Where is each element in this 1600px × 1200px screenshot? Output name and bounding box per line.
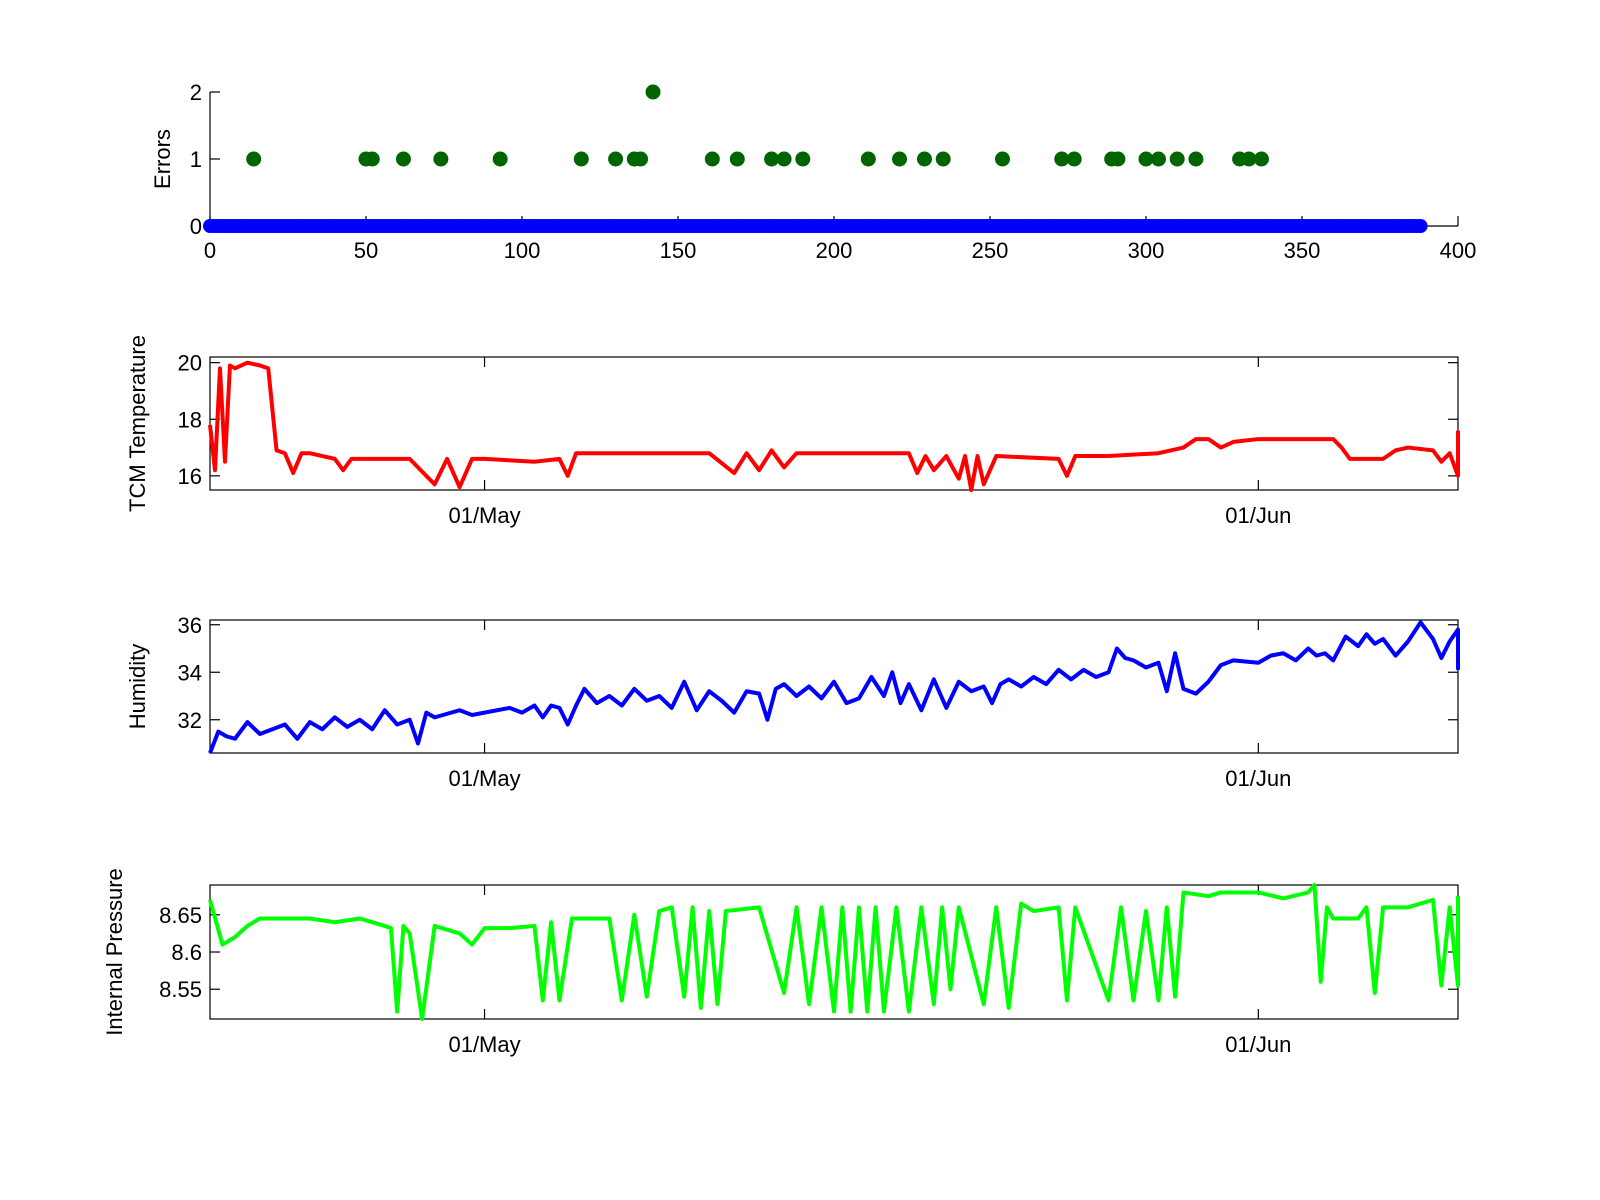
scatter-point [1253, 151, 1269, 167]
x-tick-label: 01/May [448, 503, 520, 528]
y-axis-title: Humidity [125, 644, 150, 730]
y-tick-label: 1 [190, 147, 202, 172]
scatter-point [1138, 151, 1154, 167]
scatter-point [729, 151, 745, 167]
scatter-point [573, 151, 589, 167]
y-axis-title: TCM Temperature [125, 335, 150, 512]
x-tick-label: 50 [354, 238, 378, 263]
scatter-point [395, 151, 411, 167]
scatter-point [860, 151, 876, 167]
scatter-series-1 [203, 219, 1428, 233]
y-tick-label: 8.55 [159, 977, 202, 1002]
y-tick-label: 2 [190, 80, 202, 105]
axes-box [209, 619, 1459, 754]
scatter-point [892, 151, 908, 167]
y-tick-label: 0 [190, 214, 202, 239]
scatter-point [1054, 151, 1070, 167]
y-tick-label: 20 [178, 351, 202, 376]
scatter-point [433, 151, 449, 167]
x-tick-label: 01/Jun [1225, 766, 1291, 791]
y-axis-title: Errors [150, 129, 175, 189]
scatter-point [994, 151, 1010, 167]
scatter-series-2 [246, 84, 1269, 167]
x-tick-label: 300 [1128, 238, 1165, 263]
scatter-point [608, 151, 624, 167]
scatter-point [916, 151, 932, 167]
y-tick-label: 8.65 [159, 903, 202, 928]
x-tick-label: 01/May [448, 766, 520, 791]
y-tick-label: 8.6 [171, 940, 202, 965]
panel-1: 0 1 2 0 50 100 150 200 250 300 350 400 Errors [150, 80, 1476, 263]
scatter-point [1241, 151, 1257, 167]
series-line [208, 360, 1460, 492]
scatter-point [246, 151, 262, 167]
y-axis-title: Internal Pressure [102, 868, 127, 1036]
y-tick-label: 16 [178, 464, 202, 489]
x-tick-label: 01/Jun [1225, 503, 1291, 528]
y-tick-label: 36 [178, 613, 202, 638]
scatter-point [795, 151, 811, 167]
scatter-point [1413, 219, 1428, 233]
series-line [208, 620, 1460, 754]
x-tick-label: 01/May [448, 1032, 520, 1057]
x-tick-label: 400 [1440, 238, 1477, 263]
series-line [208, 883, 1460, 1021]
scatter-point [704, 151, 720, 167]
scatter-point [645, 84, 661, 100]
scatter-point [764, 151, 780, 167]
scatter-point [935, 151, 951, 167]
y-tick-label: 18 [178, 407, 202, 432]
scatter-point [1150, 151, 1166, 167]
x-tick-label: 150 [660, 238, 697, 263]
scatter-point [1066, 151, 1082, 167]
scatter-point [1188, 151, 1204, 167]
scatter-point [1169, 151, 1185, 167]
x-tick-label: 350 [1284, 238, 1321, 263]
panel-2: 16 18 20 01/May 01/Jun TCM Temperature [125, 335, 1460, 528]
scatter-point [364, 151, 380, 167]
x-tick-label: 01/Jun [1225, 1032, 1291, 1057]
scatter-point [633, 151, 649, 167]
y-tick-label: 34 [178, 660, 202, 685]
x-tick-label: 250 [972, 238, 1009, 263]
y-tick-label: 32 [178, 708, 202, 733]
axes-box [209, 356, 1459, 491]
x-tick-label: 100 [504, 238, 541, 263]
x-tick-label: 200 [816, 238, 853, 263]
scatter-point [776, 151, 792, 167]
scatter-point [492, 151, 508, 167]
panel-3: 32 34 36 01/May 01/Jun Humidity [125, 613, 1460, 791]
x-tick-label: 0 [204, 238, 216, 263]
scatter-point [1110, 151, 1126, 167]
panel-4: 8.55 8.6 8.65 01/May 01/Jun Internal Pressure [102, 868, 1460, 1057]
